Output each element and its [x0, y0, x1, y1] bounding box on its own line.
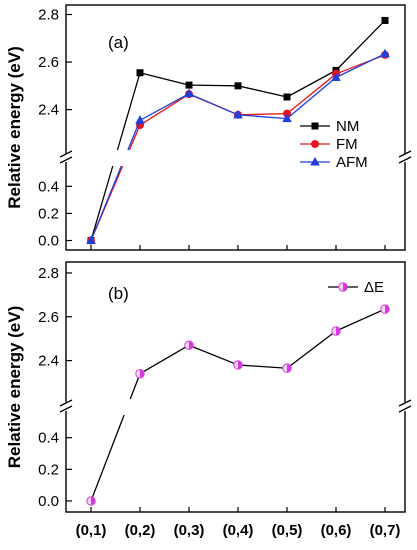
axis-break-mark — [398, 399, 412, 407]
legend-label: FM — [336, 136, 358, 153]
panel-label: (a) — [108, 33, 129, 52]
data-point-triangle — [331, 72, 341, 81]
series-segment — [139, 93, 190, 126]
y-tick-label: 2.8 — [38, 7, 59, 24]
data-point-half-circle — [380, 304, 390, 314]
axis-break-mark — [59, 405, 73, 413]
series-segment — [90, 165, 122, 241]
data-point-half-circle — [282, 363, 292, 373]
data-point-triangle — [282, 113, 292, 123]
series-segment — [237, 364, 288, 369]
legend-label: AFM — [336, 154, 368, 171]
series-segment — [237, 112, 288, 116]
data-point-square — [311, 122, 319, 130]
data-point-half-circle — [135, 369, 145, 379]
x-tick-label: (0,4) — [223, 522, 254, 539]
series-segment — [335, 308, 386, 332]
series-segment — [90, 414, 125, 502]
panel-b: 0.0 0.2 0.4 2.4 2.6 2.8 Relative energy (eV) (b… — [5, 261, 412, 513]
data-point-half-circle — [338, 282, 348, 292]
series-segment — [335, 53, 386, 79]
series-segment — [139, 93, 190, 121]
axis-break-mark — [398, 150, 412, 158]
data-point-square — [136, 69, 144, 77]
x-tick-label: (0,6) — [321, 522, 352, 539]
series-segment — [116, 72, 141, 151]
data-point-triangle — [233, 109, 243, 119]
data-point-square — [185, 81, 193, 89]
data-point-half-circle — [86, 496, 96, 506]
series-segment — [286, 77, 337, 120]
panel-label: (b) — [108, 284, 129, 303]
axis-break-gap — [62, 154, 70, 162]
data-point-square — [283, 93, 291, 101]
data-point-square — [234, 82, 242, 90]
panel-a: 0.0 0.2 0.4 2.4 2.6 2.8 Relative energy (eV) (a… — [5, 4, 412, 251]
series-segment — [286, 69, 337, 98]
data-point-half-circle — [233, 360, 243, 370]
series-segment — [237, 85, 288, 98]
series-segment — [286, 73, 337, 115]
x-axis-labels: (0,1) (0,2) (0,3) (0,4) (0,5) (0,6) (0,7) — [76, 522, 401, 539]
y-tick-label: 2.8 — [38, 265, 59, 282]
x-tick-label: (0,1) — [76, 522, 107, 539]
legend-label: NM — [336, 118, 359, 135]
data-point-circle — [311, 140, 319, 148]
data-point-triangle — [310, 157, 320, 166]
data-point-half-circle — [331, 326, 341, 336]
series-segment — [188, 344, 239, 366]
axis-break-gap — [401, 154, 409, 162]
axis-break-mark — [59, 150, 73, 158]
data-point-half-circle — [184, 340, 194, 350]
x-tick-label: (0,7) — [370, 522, 401, 539]
series-segment — [127, 120, 141, 151]
x-tick-label: (0,3) — [174, 522, 205, 539]
plot-frame — [65, 4, 406, 251]
data-point-triangle — [86, 235, 96, 245]
axis-break-mark — [398, 156, 412, 164]
y-tick-label: 0.0 — [38, 493, 59, 510]
legend-label: ΔE — [364, 279, 384, 296]
y-tick-label: 0.2 — [38, 205, 59, 222]
series-segment — [237, 114, 288, 120]
series-segment — [139, 72, 190, 86]
y-tick-label: 0.4 — [38, 430, 59, 447]
axis-break-mark — [59, 156, 73, 164]
y-tick-label: 2.6 — [38, 309, 59, 326]
data-point-triangle — [184, 88, 194, 98]
y-axis-label: Relative energy (eV) — [5, 306, 24, 469]
series-segment — [335, 19, 386, 71]
y-tick-label: 2.4 — [38, 102, 59, 119]
series-segment — [188, 84, 239, 87]
axis-break-gap — [401, 403, 409, 411]
plot-frame — [65, 261, 406, 513]
data-point-triangle — [135, 115, 145, 124]
series-segment — [139, 344, 190, 375]
y-tick-label: 2.6 — [38, 54, 59, 71]
x-tick-label: (0,2) — [125, 522, 156, 539]
series-segment — [90, 165, 114, 241]
y-tick-label: 2.4 — [38, 353, 59, 370]
series-segment — [188, 93, 239, 116]
series-segment — [286, 330, 337, 369]
y-tick-label: 0.0 — [38, 233, 59, 250]
y-tick-label: 0.2 — [38, 461, 59, 478]
data-point-triangle — [380, 48, 390, 58]
series-segment — [128, 124, 141, 151]
axis-break-gap — [62, 403, 70, 411]
x-tick-label: (0,5) — [272, 522, 303, 539]
y-axis-label: Relative energy (eV) — [5, 46, 24, 209]
axis-break-mark — [398, 405, 412, 413]
data-point-square — [381, 16, 389, 24]
y-tick-label: 0.4 — [38, 178, 59, 195]
axis-break-mark — [59, 399, 73, 407]
